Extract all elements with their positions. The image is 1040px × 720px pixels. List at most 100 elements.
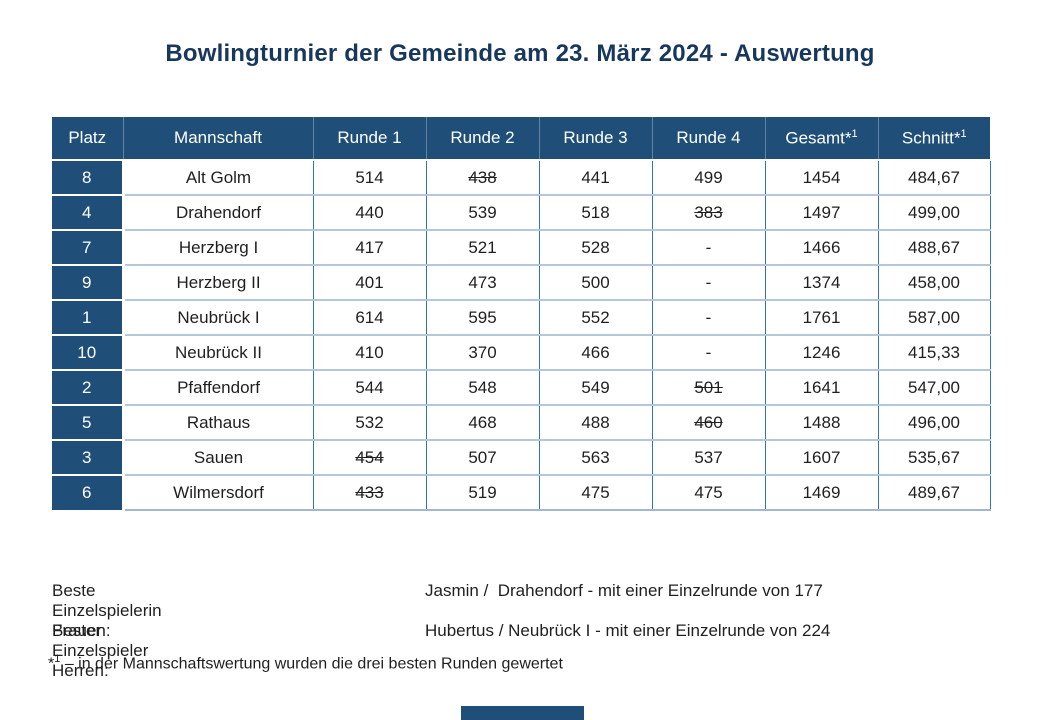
round-2-cell: 548 xyxy=(426,370,540,406)
round-3-cell: 500 xyxy=(539,265,653,301)
round-1-cell: 410 xyxy=(313,335,427,371)
page-title: Bowlingturnier der Gemeinde am 23. März … xyxy=(165,40,875,67)
table-header: Platz Mannschaft Runde 1 Runde 2 Runde 3 Rund… xyxy=(52,117,990,161)
team-cell: Drahendorf xyxy=(122,195,314,231)
round-4-cell: - xyxy=(652,335,766,371)
round-3-cell: 563 xyxy=(539,440,653,476)
table-row: 10 Neubrück II 410 370 466-1246 415,33 xyxy=(52,335,991,371)
total-cell: 1761 xyxy=(765,300,879,336)
footnote: *1 – in der Mannschaftswertung wurden di… xyxy=(48,653,563,673)
total-cell: 1466 xyxy=(765,230,879,266)
table-row: 8 Alt Golm 514 438 441 499 1454 484,67 xyxy=(52,160,991,196)
best-man-label: Bester Einzelspieler Herren: xyxy=(52,621,149,680)
round-2-cell: 438 xyxy=(426,160,540,196)
table-row: 3 Sauen 454 507 563 537 1607 535,67 xyxy=(52,440,991,476)
round-2-cell: 521 xyxy=(426,230,540,266)
rank-cell: 7 xyxy=(52,230,125,266)
total-cell: 1607 xyxy=(765,440,879,476)
team-cell: Neubrück II xyxy=(122,335,314,371)
round-4-cell: - xyxy=(652,230,766,266)
column-header-mannschaft: Mannschaft xyxy=(123,117,314,161)
header-superscript: 1 xyxy=(851,127,858,140)
bottom-page-bar xyxy=(461,706,584,720)
average-cell: 489,67 xyxy=(878,475,991,511)
round-1-cell: 532 xyxy=(313,405,427,441)
table-row: 4 Drahendorf 440 539 518 383 1497 499,00 xyxy=(52,195,991,231)
round-2-cell: 519 xyxy=(426,475,540,511)
total-cell: 1488 xyxy=(765,405,879,441)
round-4-cell: - xyxy=(652,300,766,336)
column-header-runde-4: Runde 4 xyxy=(652,117,766,161)
table-row: 5 Rathaus 532 468 488 460 1488 496,00 xyxy=(52,405,991,441)
average-cell: 484,67 xyxy=(878,160,991,196)
round-4-cell: 499 xyxy=(652,160,766,196)
average-cell: 587,00 xyxy=(878,300,991,336)
rank-cell: 1 xyxy=(52,300,125,336)
round-1-cell: 514 xyxy=(313,160,427,196)
total-cell: 1469 xyxy=(765,475,879,511)
team-cell: Herzberg I xyxy=(122,230,314,266)
team-cell: Alt Golm xyxy=(122,160,314,196)
average-cell: 415,33 xyxy=(878,335,991,371)
rank-cell: 4 xyxy=(52,195,125,231)
rank-cell: 3 xyxy=(52,440,125,476)
team-cell: Wilmersdorf xyxy=(122,475,314,511)
round-1-cell: 401 xyxy=(313,265,427,301)
round-4-cell: 537 xyxy=(652,440,766,476)
average-cell: 496,00 xyxy=(878,405,991,441)
header-row: Platz Mannschaft Runde 1 Runde 2 Runde 3 Rund… xyxy=(52,117,990,161)
team-cell: Rathaus xyxy=(122,405,314,441)
round-3-cell: 549 xyxy=(539,370,653,406)
rank-cell: 9 xyxy=(52,265,125,301)
rank-cell: 8 xyxy=(52,160,125,196)
column-header-runde-2: Runde 2 xyxy=(426,117,540,161)
round-3-cell: 441 xyxy=(539,160,653,196)
team-cell: Pfaffendorf xyxy=(122,370,314,406)
total-cell: 1497 xyxy=(765,195,879,231)
best-man-value: Hubertus / Neubrück I - mit einer Einzel… xyxy=(425,621,831,640)
round-4-cell: 501 xyxy=(652,370,766,406)
round-2-cell: 468 xyxy=(426,405,540,441)
round-1-cell: 614 xyxy=(313,300,427,336)
rank-cell: 2 xyxy=(52,370,125,406)
table-row: 1 Neubrück I 614 595 552-1761 587,00 xyxy=(52,300,991,336)
footnote-marker: * xyxy=(48,655,55,673)
rank-cell: 5 xyxy=(52,405,125,441)
round-2-cell: 595 xyxy=(426,300,540,336)
round-4-cell: 475 xyxy=(652,475,766,511)
round-1-cell: 417 xyxy=(313,230,427,266)
average-cell: 458,00 xyxy=(878,265,991,301)
average-cell: 488,67 xyxy=(878,230,991,266)
column-header-platz: Platz xyxy=(52,117,124,161)
average-cell: 535,67 xyxy=(878,440,991,476)
team-cell: Neubrück I xyxy=(122,300,314,336)
table-row: 6 Wilmersdorf 433 519 475 475 1469 489,67 xyxy=(52,475,991,511)
footnote-text: – in der Mannschaftswertung wurden die d… xyxy=(64,655,563,673)
table-row: 7 Herzberg I 417 521 528-1466 488,67 xyxy=(52,230,991,266)
round-4-cell: 383 xyxy=(652,195,766,231)
footnote-superscript: 1 xyxy=(54,653,61,665)
round-4-cell: 460 xyxy=(652,405,766,441)
round-1-cell: 544 xyxy=(313,370,427,406)
table-body: 8 Alt Golm 514 438 441 499 1454 484,67 4 Drahendo… xyxy=(52,160,991,511)
round-2-cell: 473 xyxy=(426,265,540,301)
column-header-gesamt: Gesamt*1 xyxy=(765,117,879,161)
round-2-cell: 370 xyxy=(426,335,540,371)
round-3-cell: 475 xyxy=(539,475,653,511)
round-3-cell: 552 xyxy=(539,300,653,336)
rank-cell: 6 xyxy=(52,475,125,510)
table-row: 2 Pfaffendorf 544 548 549 501 1641 547,00 xyxy=(52,370,991,406)
column-header-runde-3: Runde 3 xyxy=(539,117,653,161)
round-4-cell: - xyxy=(652,265,766,301)
results-table-wrapper: Platz Mannschaft Runde 1 Runde 2 Runde 3 Rund… xyxy=(52,117,991,511)
round-2-cell: 507 xyxy=(426,440,540,476)
average-cell: 547,00 xyxy=(878,370,991,406)
total-cell: 1641 xyxy=(765,370,879,406)
round-1-cell: 454 xyxy=(313,440,427,476)
round-3-cell: 466 xyxy=(539,335,653,371)
total-cell: 1246 xyxy=(765,335,879,371)
results-table: Platz Mannschaft Runde 1 Runde 2 Runde 3 Rund… xyxy=(52,117,991,511)
round-2-cell: 539 xyxy=(426,195,540,231)
total-cell: 1454 xyxy=(765,160,879,196)
